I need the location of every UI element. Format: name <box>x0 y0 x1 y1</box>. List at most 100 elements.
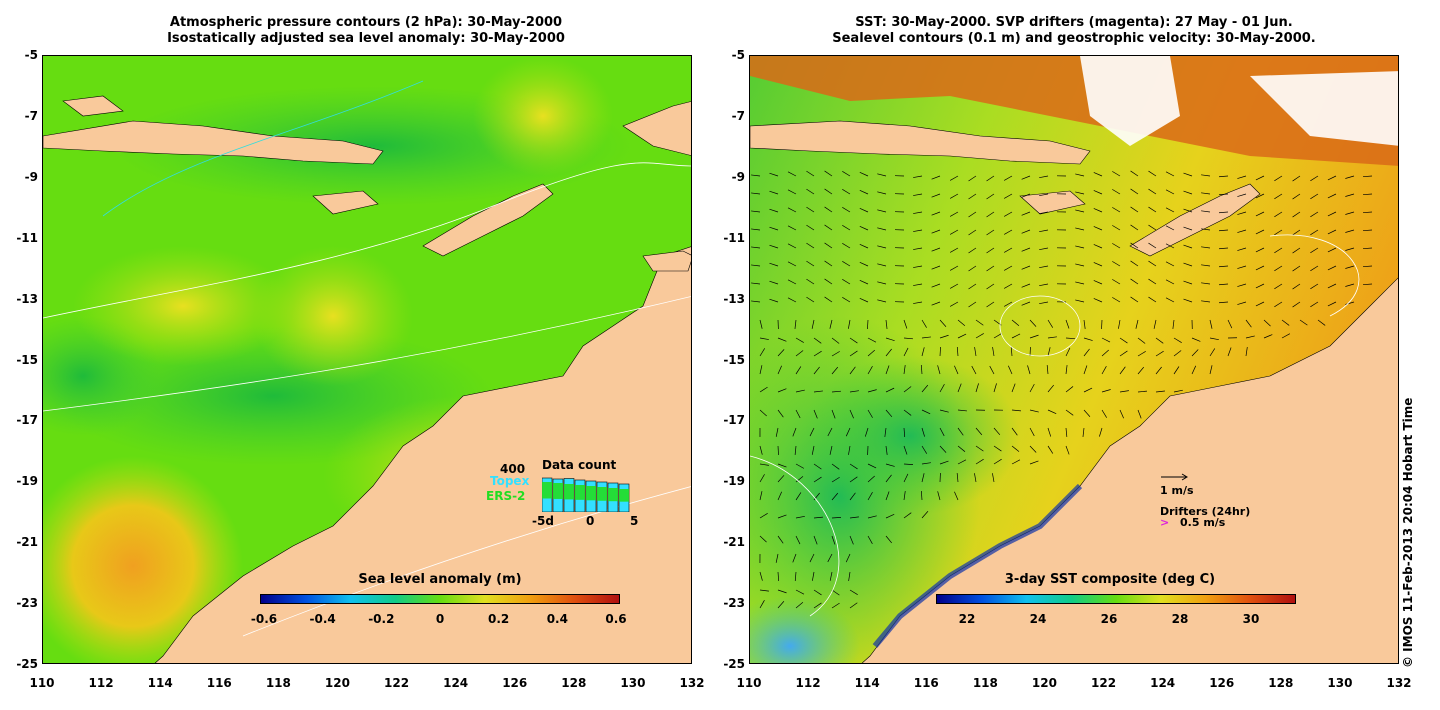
velocity-arrow <box>806 296 815 303</box>
velocity-arrow <box>1112 171 1121 177</box>
velocity-arrow <box>867 475 875 483</box>
y-tick-label: -17 <box>16 413 38 428</box>
velocity-arrow <box>1362 211 1373 214</box>
velocity-arrow <box>845 427 851 437</box>
velocity-arrow <box>877 245 887 249</box>
velocity-arrow <box>794 445 797 455</box>
velocity-arrow <box>859 171 869 177</box>
velocity-arrow <box>921 347 925 357</box>
velocity-arrow <box>1274 283 1283 290</box>
velocity-arrow <box>812 571 815 581</box>
velocity-arrow <box>795 515 805 519</box>
velocity-arrow <box>775 553 779 563</box>
velocity-arrow <box>993 445 1002 452</box>
velocity-arrow <box>1021 193 1031 198</box>
velocity-arrow <box>1065 365 1068 375</box>
x-tick-label: 114 <box>854 676 880 690</box>
velocity-arrow <box>849 516 859 519</box>
velocity-arrow <box>975 383 979 393</box>
velocity-arrow <box>1148 170 1157 177</box>
velocity-arrow <box>1065 427 1068 437</box>
velocity-arrow <box>1112 189 1121 195</box>
velocity-arrow <box>1327 193 1337 199</box>
velocity-arrow <box>777 365 782 375</box>
velocity-arrow <box>913 211 923 214</box>
velocity-arrow <box>957 459 967 465</box>
velocity-arrow <box>968 229 977 236</box>
velocity-arrow <box>937 365 941 375</box>
x-tick-label: 122 <box>1091 676 1117 690</box>
velocity-arrow <box>921 511 929 519</box>
velocity-arrow <box>1173 337 1182 343</box>
velocity-arrow <box>1004 175 1013 181</box>
velocity-arrow <box>1345 175 1355 179</box>
velocity-arrow <box>1093 262 1103 267</box>
velocity-arrow <box>795 409 801 419</box>
velocity-arrow <box>1039 283 1049 287</box>
velocity-arrow <box>831 589 840 596</box>
velocity-arrow <box>939 427 945 437</box>
velocity-arrow <box>1011 319 1020 327</box>
velocity-arrow <box>931 301 941 306</box>
velocity-arrow <box>1310 301 1319 308</box>
velocity-arrow <box>1165 171 1175 177</box>
velocity-arrow <box>1148 224 1157 231</box>
velocity-arrow <box>859 225 869 231</box>
velocity-arrow <box>769 262 779 267</box>
velocity-arrow <box>993 383 997 393</box>
velocity-arrow <box>1219 175 1229 178</box>
velocity-arrow <box>971 365 977 375</box>
velocity-arrow <box>759 319 763 329</box>
velocity-arrow <box>867 515 877 519</box>
velocity-arrow <box>759 348 766 357</box>
velocity-arrow <box>759 365 763 375</box>
velocity-arrow <box>920 490 923 501</box>
velocity-arrow <box>769 208 779 213</box>
velocity-arrow <box>1075 299 1085 303</box>
velocity-arrow <box>1047 347 1051 357</box>
velocity-arrow <box>849 337 858 344</box>
velocity-arrow <box>827 553 833 563</box>
velocity-arrow <box>1021 175 1031 180</box>
velocity-arrow <box>1255 229 1265 235</box>
ers-count-bar <box>553 483 563 499</box>
velocity-arrow <box>1008 365 1013 375</box>
velocity-arrow <box>1130 242 1139 249</box>
velocity-arrow <box>1327 247 1337 253</box>
velocity-arrow <box>1274 193 1283 200</box>
velocity-arrow <box>1327 229 1337 235</box>
velocity-arrow <box>956 347 959 357</box>
velocity-arrow <box>1083 348 1090 357</box>
velocity-arrow <box>1191 365 1197 375</box>
velocity-arrow <box>1112 297 1121 303</box>
velocity-arrow <box>877 263 887 267</box>
velocity-arrow <box>913 175 923 178</box>
velocity-arrow <box>775 427 779 437</box>
velocity-arrow <box>1075 209 1085 213</box>
velocity-arrow <box>813 463 822 470</box>
velocity-arrow <box>968 175 977 182</box>
velocity-arrow <box>920 365 923 375</box>
velocity-arrow <box>824 224 833 231</box>
velocity-arrow <box>1119 409 1124 419</box>
velocity-arrow <box>777 388 787 393</box>
velocity-arrow <box>1183 280 1193 285</box>
sst-cold-eddy <box>750 596 860 663</box>
velocity-arrow <box>921 427 925 437</box>
velocity-arrow <box>1047 384 1054 393</box>
velocity-arrow <box>903 319 908 329</box>
velocity-arrow <box>1021 265 1031 270</box>
velocity-arrow <box>809 553 815 563</box>
velocity-arrow <box>968 283 977 290</box>
ers-count-bar <box>608 488 618 502</box>
x-tick-label: 128 <box>1268 676 1294 690</box>
velocity-arrow <box>1029 319 1037 327</box>
velocity-arrow <box>1004 265 1013 271</box>
velocity-arrow <box>1119 350 1128 357</box>
velocity-arrow <box>1021 283 1031 288</box>
velocity-arrow <box>1029 460 1039 465</box>
velocity-arrow <box>903 347 909 357</box>
velocity-arrow <box>813 366 820 375</box>
velocity-arrow <box>1027 365 1031 375</box>
velocity-arrow <box>1255 265 1265 271</box>
